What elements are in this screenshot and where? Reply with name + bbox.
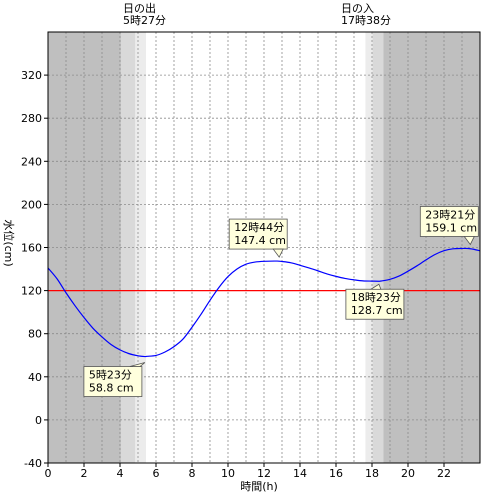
- x-tick-label: 2: [81, 467, 88, 480]
- annotation-value: 159.1 cm: [425, 221, 477, 234]
- y-tick-label: 0: [35, 414, 42, 427]
- sunrise-title: 日の出: [123, 1, 156, 15]
- night-band-evening: [383, 32, 480, 463]
- annotation-pointer: [369, 283, 382, 290]
- x-tick-label: 12: [257, 467, 271, 480]
- y-tick-label: 160: [21, 242, 42, 255]
- x-tick-label: 22: [437, 467, 451, 480]
- x-tick-label: 4: [117, 467, 124, 480]
- y-tick-label: 40: [28, 371, 42, 384]
- series-line-layer: [47, 247, 481, 358]
- annotation-pointer: [129, 362, 146, 367]
- annotation-value: 58.8 cm: [89, 382, 134, 395]
- x-tick-label: 18: [365, 467, 379, 480]
- x-tick-label: 8: [189, 467, 196, 480]
- annotation-box: [345, 288, 405, 320]
- y-tick-label: 120: [21, 285, 42, 298]
- annotation-time: 23時21分: [425, 208, 475, 221]
- y-tick-label: 200: [21, 198, 42, 211]
- annotation-pointer: [463, 236, 475, 246]
- sunrise-time: 5時27分: [123, 14, 166, 27]
- annotation-pointer: [272, 248, 284, 258]
- annotation-box: [228, 218, 288, 250]
- annotation-time: 5時23分: [89, 369, 132, 382]
- tide-level-line: [47, 247, 481, 358]
- y-tick-label: 320: [21, 69, 42, 82]
- annotation-value: 128.7 cm: [351, 304, 403, 317]
- y-tick-label: 240: [21, 155, 42, 168]
- x-tick-label: 0: [45, 467, 52, 480]
- annotation-value: 147.4 cm: [234, 234, 286, 247]
- annotation-box: [83, 366, 143, 397]
- x-tick-label: 20: [401, 467, 415, 480]
- plot-frame: [47, 31, 481, 464]
- y-tick-label: -40: [24, 457, 42, 470]
- sunset-time: 17時38分: [341, 14, 391, 27]
- annotation-box: [419, 206, 479, 237]
- sunset-label: 日の入 17時38分: [341, 2, 391, 27]
- annotation-time: 18時23分: [351, 291, 401, 304]
- annotation-time: 12時44分: [234, 221, 284, 234]
- x-tick-label: 14: [293, 467, 307, 480]
- x-axis-label: 時間(h): [240, 480, 278, 493]
- sunrise-label: 日の出 5時27分: [123, 1, 166, 27]
- y-axis-label: 水位(cm): [2, 219, 16, 266]
- x-tick-label: 16: [329, 467, 343, 480]
- y-tick-label: 80: [28, 328, 42, 341]
- x-tick-label: 10: [221, 467, 235, 480]
- x-tick-label: 6: [153, 467, 160, 480]
- y-tick-label: 280: [21, 112, 42, 125]
- sunset-title: 日の入: [341, 2, 374, 15]
